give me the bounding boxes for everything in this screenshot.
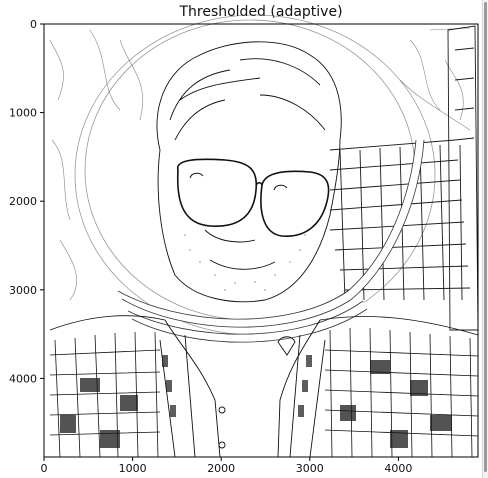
y-tick-label: 2000	[9, 195, 37, 208]
y-tick-label: 3000	[9, 284, 37, 297]
y-tick-label: 1000	[9, 107, 37, 120]
x-tick-label: 2000	[207, 462, 235, 475]
x-tick-label: 3000	[296, 462, 324, 475]
scrollbar-thumb[interactable]	[484, 2, 487, 472]
x-tick-label: 1000	[119, 462, 147, 475]
y-tick-label: 0	[30, 18, 37, 31]
x-tick-label: 0	[41, 462, 48, 475]
x-tick-label: 4000	[384, 462, 412, 475]
x-axis: 0 1000 2000 3000 4000	[41, 457, 413, 475]
y-axis: 0 1000 2000 3000 4000	[9, 18, 44, 385]
vertical-scrollbar[interactable]	[482, 0, 488, 478]
y-tick-label: 4000	[9, 372, 37, 385]
thresholded-image	[44, 15, 478, 457]
